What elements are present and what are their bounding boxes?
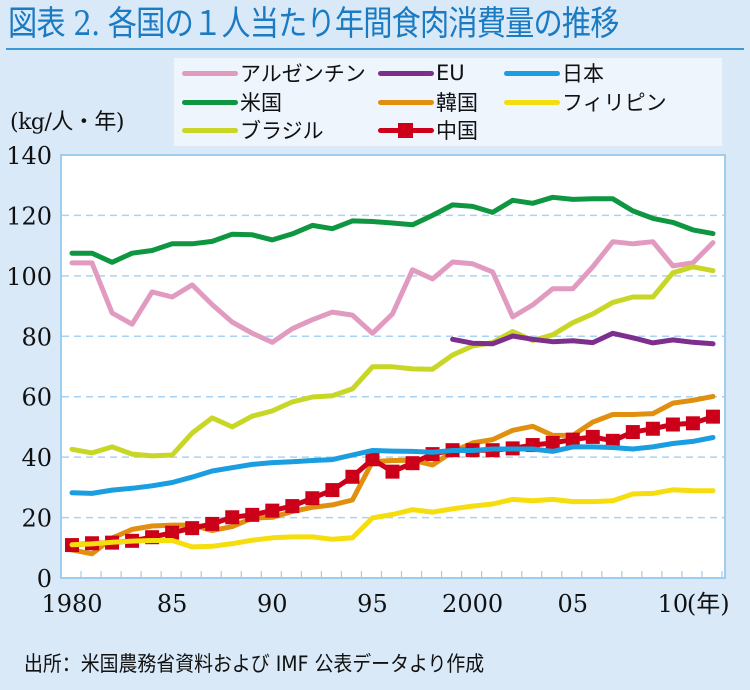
- data-point-marker: [645, 421, 660, 436]
- series-7: [69, 487, 716, 550]
- data-point-marker: [245, 507, 260, 522]
- y-axis-unit-label: (kg/人・年): [10, 110, 125, 135]
- data-point-marker: [205, 516, 220, 531]
- y-tick-label: 20: [21, 505, 52, 533]
- data-point-marker: [605, 433, 620, 448]
- data-point-marker: [285, 499, 300, 514]
- data-point-marker: [585, 429, 600, 444]
- data-point-marker: [545, 435, 560, 450]
- legend-item-brazil: ブラジル: [182, 116, 324, 144]
- legend-label-japan: 日本: [562, 62, 604, 86]
- legend-swatch-usa: [182, 99, 238, 105]
- source-note: 出所：米国農務省資料および IMF 公表データより作成: [24, 652, 485, 676]
- square-marker-icon: [398, 122, 413, 138]
- data-point-marker: [365, 452, 380, 467]
- series-line: [69, 393, 716, 557]
- data-point-marker: [625, 425, 640, 440]
- data-point-marker: [685, 416, 700, 431]
- data-point-marker: [405, 456, 420, 471]
- series-line: [69, 487, 716, 550]
- data-point-marker: [565, 432, 580, 447]
- legend-label-argentina: アルゼンチン: [240, 62, 366, 86]
- legend-item-japan: 日本: [504, 59, 604, 87]
- legend-label-korea: 韓国: [436, 91, 478, 115]
- x-tick-label: 95: [357, 590, 388, 618]
- series-1: [69, 194, 716, 265]
- series-0: [69, 239, 716, 345]
- legend-label-eu: EU: [436, 61, 465, 85]
- y-tick-label: 80: [21, 323, 52, 351]
- x-axis-unit-label: (年): [687, 590, 730, 618]
- legend-swatch-eu: [378, 70, 434, 76]
- data-point-marker: [265, 503, 280, 518]
- series-line: [69, 239, 716, 345]
- legend-item-usa: 米国: [182, 88, 282, 116]
- legend-label-usa: 米国: [240, 91, 282, 115]
- y-tick-label: 40: [21, 444, 52, 472]
- series-line: [69, 435, 716, 496]
- series-group: [65, 194, 720, 557]
- series-2: [69, 264, 716, 459]
- legend-label-brazil: ブラジル: [240, 119, 324, 143]
- series-line: [69, 194, 716, 265]
- legend: アルゼンチン EU 日本 米国 韓国 フィリピン ブラジル 中国: [174, 58, 722, 146]
- data-point-marker: [185, 521, 200, 536]
- legend-swatch-philippines: [504, 99, 560, 105]
- legend-swatch-brazil: [182, 127, 238, 133]
- legend-item-argentina: アルゼンチン: [182, 59, 366, 87]
- legend-label-china: 中国: [436, 119, 478, 143]
- series-3: [450, 330, 716, 347]
- x-tick-label: 90: [257, 590, 288, 618]
- series-5: [65, 409, 720, 553]
- data-point-marker: [325, 483, 340, 498]
- y-tick-label: 140: [6, 142, 52, 170]
- x-axis-ticks: [80, 571, 723, 578]
- y-tick-label: 100: [6, 263, 52, 291]
- data-point-marker: [305, 491, 320, 506]
- x-tick-label: 10: [658, 590, 689, 618]
- x-tick-label: 05: [557, 590, 588, 618]
- data-point-marker: [665, 417, 680, 432]
- x-tick-label: 85: [157, 590, 188, 618]
- legend-swatch-china: [378, 122, 434, 138]
- y-tick-label: 120: [6, 202, 52, 230]
- x-tick-label: 2000: [442, 590, 503, 618]
- series-4: [69, 393, 716, 557]
- legend-label-philippines: フィリピン: [562, 91, 667, 115]
- legend-item-philippines: フィリピン: [504, 88, 667, 116]
- legend-item-korea: 韓国: [378, 88, 478, 116]
- legend-swatch-argentina: [182, 70, 238, 76]
- title-underline: [6, 48, 744, 50]
- series-line: [69, 264, 716, 459]
- y-axis: 0 20 40 60 80 100 120 140: [6, 142, 52, 593]
- data-point-marker: [705, 409, 720, 424]
- data-point-marker: [385, 464, 400, 479]
- series-line: [450, 330, 716, 347]
- y-tick-label: 60: [21, 384, 52, 412]
- chart-title: 図表 2. 各国の１人当たり年間食肉消費量の推移: [8, 4, 620, 44]
- data-point-marker: [345, 469, 360, 484]
- x-axis: 1980 85 90 95 2000 05 10(年): [41, 590, 729, 618]
- legend-swatch-japan: [504, 70, 560, 76]
- data-point-marker: [165, 525, 180, 540]
- series-6: [69, 435, 716, 496]
- data-point-marker: [225, 510, 240, 525]
- x-tick-label: 1980: [41, 590, 102, 618]
- y-tick-label: 0: [37, 565, 52, 593]
- legend-item-eu: EU: [378, 59, 465, 87]
- legend-swatch-korea: [378, 99, 434, 105]
- legend-item-china: 中国: [378, 116, 478, 144]
